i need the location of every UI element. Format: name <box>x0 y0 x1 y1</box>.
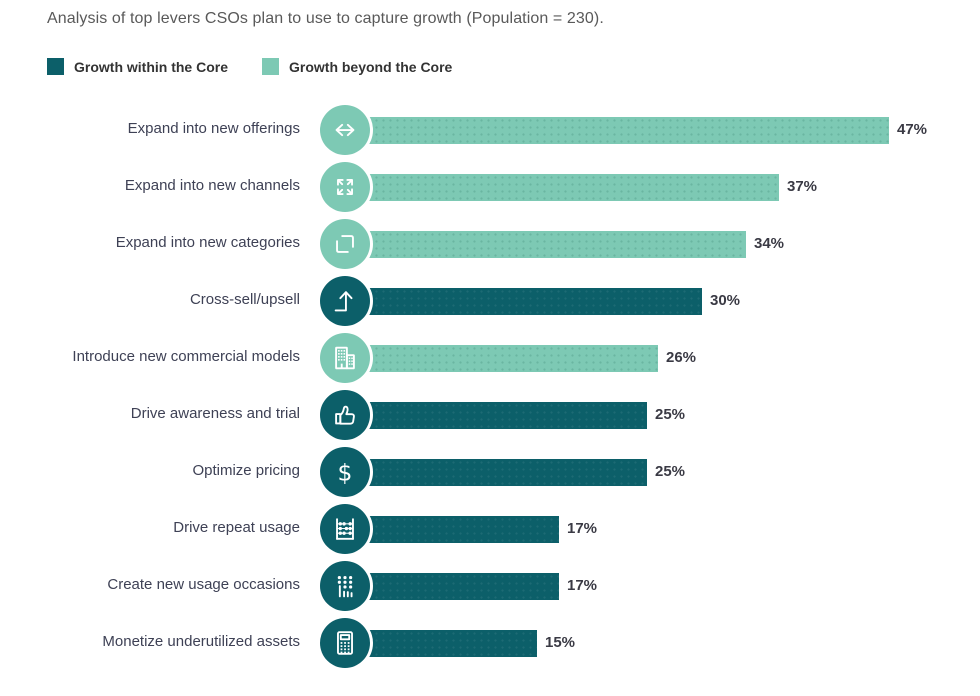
upsell-arrow-icon <box>334 291 353 312</box>
bar-beyond <box>345 173 779 201</box>
overlapping-squares-icon-circle <box>320 219 370 269</box>
value-label: 26% <box>666 349 697 366</box>
legend-label-within: Growth within the Core <box>74 58 228 75</box>
bar-within <box>345 572 559 600</box>
value-label: 30% <box>710 292 741 309</box>
thumbs-up-icon-circle <box>320 390 370 440</box>
dollar-icon: $ <box>338 458 353 486</box>
horizontal-arrows-icon-circle <box>320 105 370 155</box>
legend-item-beyond: Growth beyond the Core <box>262 58 452 75</box>
category-label: Drive repeat usage <box>173 519 300 536</box>
value-label: 17% <box>567 577 598 594</box>
bar-within <box>345 515 559 543</box>
upsell-arrow-icon-circle <box>320 276 370 326</box>
calculator-icon-circle <box>320 618 370 668</box>
value-label: 25% <box>655 463 686 480</box>
legend: Growth within the Core Growth beyond the… <box>47 58 452 75</box>
calculator-icon <box>337 631 353 655</box>
category-label: Expand into new offerings <box>127 120 300 137</box>
keypad-hand-icon <box>337 575 353 598</box>
category-label: Monetize underutilized assets <box>102 633 300 650</box>
value-label: 25% <box>655 406 686 423</box>
keypad-hand-icon-circle <box>320 561 370 611</box>
value-label: 37% <box>787 178 818 195</box>
buildings-icon <box>335 346 355 370</box>
horizontal-arrows-icon <box>335 123 355 137</box>
legend-swatch-beyond <box>262 58 279 75</box>
bar-beyond <box>345 230 746 258</box>
bar-within <box>345 401 647 429</box>
category-label: Cross-sell/upsell <box>189 291 300 308</box>
value-label: 15% <box>545 634 576 651</box>
bar-within <box>345 287 702 315</box>
bar-within <box>345 458 647 486</box>
value-label: 34% <box>754 235 785 252</box>
legend-item-within: Growth within the Core <box>47 58 228 75</box>
bar-within <box>345 629 537 657</box>
legend-label-beyond: Growth beyond the Core <box>289 58 453 75</box>
svg-text:$: $ <box>338 458 353 486</box>
chart-title: Analysis of top levers CSOs plan to use … <box>47 10 604 27</box>
value-label: 47% <box>897 121 928 138</box>
category-label: Introduce new commercial models <box>72 348 300 365</box>
category-label: Expand into new categories <box>115 234 300 251</box>
bar-beyond <box>345 344 658 372</box>
abacus-icon-circle <box>320 504 370 554</box>
expand-arrows-icon <box>337 179 353 195</box>
legend-swatch-within <box>47 58 64 75</box>
thumbs-up-icon <box>335 405 355 425</box>
expand-arrows-icon-circle <box>320 162 370 212</box>
dollar-icon-circle: $ <box>320 447 370 497</box>
category-label: Create new usage occasions <box>107 576 300 593</box>
category-label: Optimize pricing <box>192 462 300 479</box>
abacus-icon <box>336 518 354 540</box>
bar-beyond <box>345 116 889 144</box>
overlapping-squares-icon <box>336 235 354 253</box>
value-label: 17% <box>567 520 598 537</box>
buildings-icon-circle <box>320 333 370 383</box>
category-label: Drive awareness and trial <box>130 405 300 422</box>
category-label: Expand into new channels <box>124 177 300 194</box>
